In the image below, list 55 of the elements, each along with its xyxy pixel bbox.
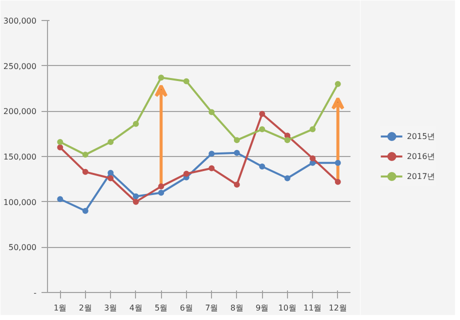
point <box>57 196 64 202</box>
x-tick-label: 1월 <box>54 304 67 312</box>
x-tick-label: 5월 <box>154 304 168 312</box>
legend-label: 2016년 <box>406 150 436 162</box>
point <box>183 78 190 84</box>
x-tick-label: 7월 <box>205 304 218 312</box>
point <box>132 198 139 205</box>
point <box>259 126 266 132</box>
x-tick-label: 11월 <box>304 304 322 312</box>
point <box>183 170 190 177</box>
y-tick-label: 250,000 <box>3 62 37 71</box>
point <box>108 139 114 145</box>
point <box>208 165 215 172</box>
y-tick-label: - <box>34 288 37 298</box>
y-tick-label: 200,000 <box>3 107 37 116</box>
y-tick-label: 50,000 <box>8 243 37 252</box>
point <box>234 182 240 188</box>
x-tick-label: 2월 <box>78 304 92 312</box>
point <box>334 160 341 166</box>
x-tick-label: 3월 <box>104 304 118 312</box>
point <box>82 208 88 214</box>
x-tick-label: 6월 <box>180 304 193 312</box>
point <box>259 163 266 170</box>
point <box>259 110 266 117</box>
point <box>208 150 215 157</box>
point <box>158 190 164 196</box>
point <box>57 139 64 145</box>
x-tick-label: 12월 <box>328 304 347 312</box>
y-tick-label: 150,000 <box>3 152 37 162</box>
point <box>108 170 114 176</box>
point <box>284 137 290 144</box>
point <box>334 178 341 185</box>
point <box>132 193 139 200</box>
point <box>108 175 114 182</box>
point <box>334 80 341 87</box>
point <box>310 126 316 132</box>
point <box>284 175 290 182</box>
x-tick-label: 10월 <box>278 304 296 312</box>
point <box>208 109 215 116</box>
x-tick-label: 4월 <box>129 304 142 312</box>
x-tick-label: 8월 <box>230 304 244 312</box>
x-tick-label: 9월 <box>256 304 269 312</box>
y-tick-label: 300,000 <box>3 16 37 26</box>
point <box>57 144 64 150</box>
point <box>82 152 88 158</box>
legend-label: 2015년 <box>406 130 436 142</box>
point <box>158 183 164 190</box>
point <box>234 137 240 144</box>
legend-label: 2017년 <box>406 170 436 182</box>
point <box>310 155 316 162</box>
point <box>158 74 164 81</box>
point <box>234 150 240 156</box>
point <box>132 120 139 127</box>
y-tick-label: 100,000 <box>3 198 37 207</box>
point <box>82 168 88 175</box>
